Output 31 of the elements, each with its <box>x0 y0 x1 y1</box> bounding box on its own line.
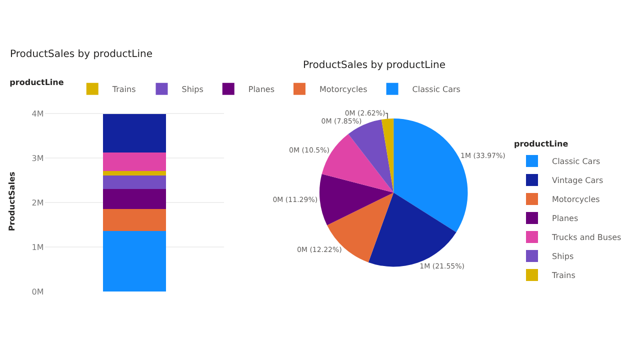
y-tick-label: 2M <box>32 198 44 208</box>
pie-slice <box>319 174 394 226</box>
y-tick-label: 0M <box>32 287 44 296</box>
legend-label: Motorcycles <box>552 195 600 204</box>
bar <box>103 209 166 232</box>
pie-slice <box>381 118 394 193</box>
legend-label: Planes <box>552 214 578 224</box>
legend-label: Trains <box>111 84 136 94</box>
bar <box>103 152 166 171</box>
legend-label: Vintage Cars <box>552 176 604 186</box>
legend-label: Trucks and Buses <box>551 233 622 242</box>
legend-title: productLine <box>514 140 569 149</box>
bar <box>103 171 166 176</box>
y-axis-title: ProductSales <box>8 172 16 232</box>
legend-label: Planes <box>248 84 274 94</box>
legend-label: Motorcycles <box>319 84 368 94</box>
y-tick-label: 3M <box>32 154 44 163</box>
bar <box>103 175 166 190</box>
chart-title: ProductSales by productLine <box>303 60 446 71</box>
legend-label: Ships <box>552 252 574 262</box>
chart-title: ProductSales by productLine <box>10 49 153 60</box>
legend-label: Classic Cars <box>552 157 600 166</box>
legend-title: productLine <box>10 78 64 87</box>
legend-label: Classic Cars <box>412 84 460 94</box>
bar <box>103 189 166 210</box>
legend-label: Ships <box>182 84 204 94</box>
bar <box>103 114 166 152</box>
y-tick-label: 1M <box>32 242 44 252</box>
bar <box>103 231 166 292</box>
legend-label: Trains <box>551 271 576 280</box>
y-tick-label: 4M <box>32 109 44 118</box>
